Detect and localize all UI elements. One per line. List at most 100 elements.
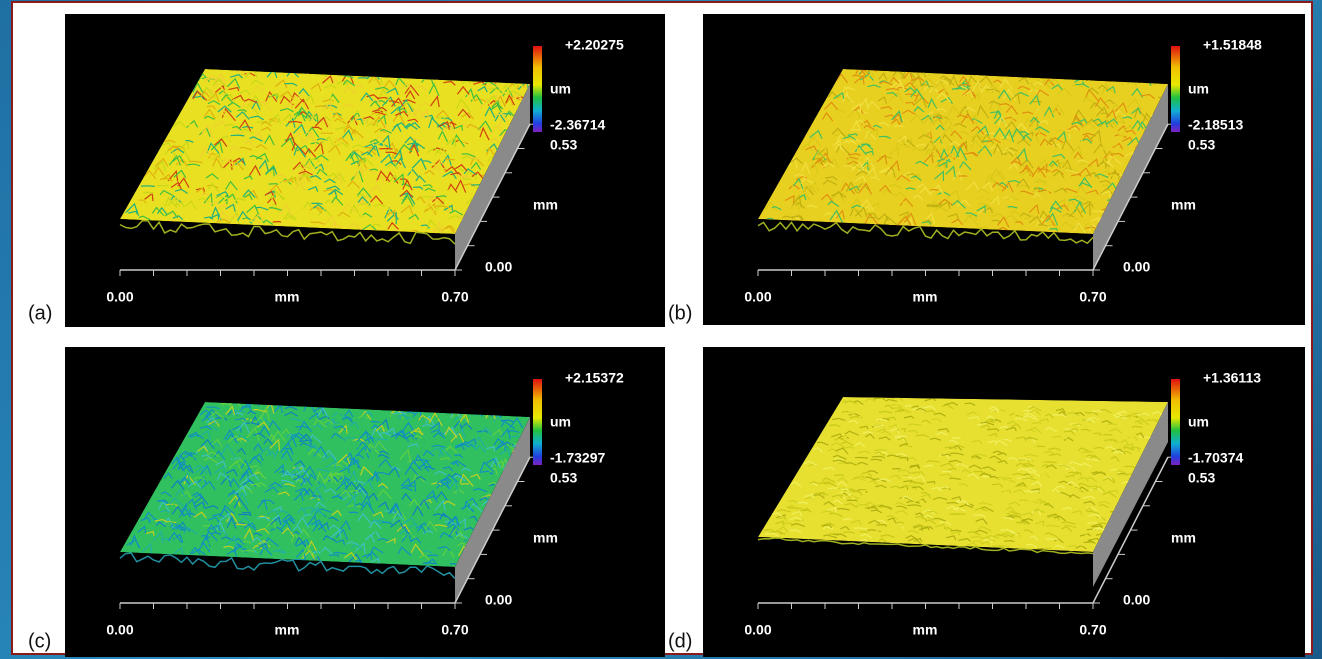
surface-texture: [1046, 137, 1058, 148]
surface-texture: [199, 425, 212, 431]
surface-texture: [386, 537, 396, 544]
surface-texture: [335, 126, 346, 130]
surface-texture: [915, 160, 929, 167]
surface-texture: [851, 512, 861, 516]
surface-texture: [1024, 83, 1038, 95]
surface-texture: [295, 469, 310, 477]
surface-texture: [375, 111, 386, 116]
color-bar: [1171, 46, 1180, 132]
surface-texture: [454, 416, 468, 423]
surface-texture: [932, 136, 945, 148]
surface-texture: [765, 200, 777, 212]
surface-texture: [977, 145, 993, 157]
surface-texture: [322, 101, 333, 112]
surface-texture: [851, 119, 861, 132]
surface-texture: [923, 464, 933, 468]
surface-texture: [828, 424, 841, 428]
surface-texture: [911, 406, 926, 413]
surface-texture: [200, 480, 216, 491]
surface-texture: [259, 445, 272, 457]
surface-texture: [1043, 461, 1057, 464]
surface-texture: [1017, 85, 1031, 91]
surface-texture: [889, 183, 903, 189]
surface-texture: [1082, 96, 1094, 103]
surface-texture: [446, 523, 460, 532]
surface-texture: [297, 162, 311, 170]
surface-texture: [1098, 408, 1112, 414]
y-unit-label: mm: [533, 197, 558, 213]
surface-texture: [829, 512, 843, 518]
surface-texture: [800, 161, 811, 174]
surface-texture: [313, 424, 323, 431]
surface-texture: [1041, 214, 1056, 227]
z-min-label: -2.36714: [550, 117, 605, 133]
surface-texture: [1084, 88, 1099, 102]
surface-texture: [1016, 139, 1031, 147]
surface-texture: [957, 141, 967, 150]
surface-texture: [232, 125, 242, 131]
surface-texture: [843, 399, 858, 406]
surface-texture: [1011, 532, 1022, 538]
surface-texture: [344, 409, 354, 418]
surface-texture: [176, 455, 186, 463]
surface-texture: [1032, 81, 1044, 86]
surface-texture: [1134, 432, 1145, 439]
surface-texture: [936, 423, 949, 429]
surface-texture: [926, 480, 936, 484]
surface-texture: [769, 530, 783, 536]
surface-texture: [912, 147, 923, 152]
surface-texture: [1077, 482, 1090, 488]
surface-texture: [376, 471, 390, 476]
surface-texture: [215, 195, 230, 200]
surface-texture: [377, 482, 389, 489]
surface-texture: [335, 528, 349, 541]
surface-texture: [298, 171, 310, 182]
surface-texture: [873, 124, 882, 129]
surface-texture: [523, 86, 530, 91]
surface-texture: [1003, 517, 1014, 521]
surface-texture: [879, 149, 889, 158]
surface-texture: [228, 86, 240, 92]
surface-texture: [453, 420, 463, 430]
surface-texture: [1052, 414, 1067, 418]
surface-texture: [261, 126, 272, 132]
surface-texture: [807, 161, 819, 175]
surface-texture: [374, 141, 387, 149]
surface-texture: [946, 155, 957, 160]
surface-texture: [1035, 179, 1048, 184]
surface-texture: [1114, 102, 1128, 113]
front-edge: [119, 552, 456, 579]
surface-texture: [255, 206, 269, 211]
surface-texture: [1003, 147, 1018, 152]
surface-texture: [261, 499, 275, 505]
surface-texture: [428, 82, 440, 97]
surface-texture: [833, 91, 845, 100]
surface-texture: [802, 509, 812, 513]
surface-texture: [885, 87, 899, 91]
surface-texture: [968, 416, 980, 421]
surface-texture: [245, 69, 258, 79]
surface-texture: [867, 505, 879, 511]
surface-texture: [434, 146, 448, 156]
surface-texture: [1065, 467, 1076, 472]
surface-texture: [1079, 533, 1091, 537]
surface-texture: [365, 443, 379, 454]
surface-texture: [953, 507, 966, 512]
surface-texture: [393, 173, 405, 184]
surface-texture: [1039, 210, 1052, 222]
surface-texture: [936, 79, 950, 86]
surface-texture: [455, 518, 466, 529]
surface-texture: [845, 155, 858, 168]
surface-texture: [216, 218, 231, 224]
surface-texture: [269, 184, 283, 194]
surface-texture: [425, 558, 438, 565]
surface-texture: [980, 133, 995, 145]
surface-texture: [865, 397, 876, 403]
surface-texture: [893, 125, 904, 128]
surface-texture: [997, 452, 1007, 456]
surface-texture: [269, 526, 284, 533]
surface-texture: [449, 209, 464, 216]
surface-texture: [913, 105, 925, 113]
surface-texture: [1085, 172, 1100, 180]
surface-texture: [913, 475, 926, 482]
